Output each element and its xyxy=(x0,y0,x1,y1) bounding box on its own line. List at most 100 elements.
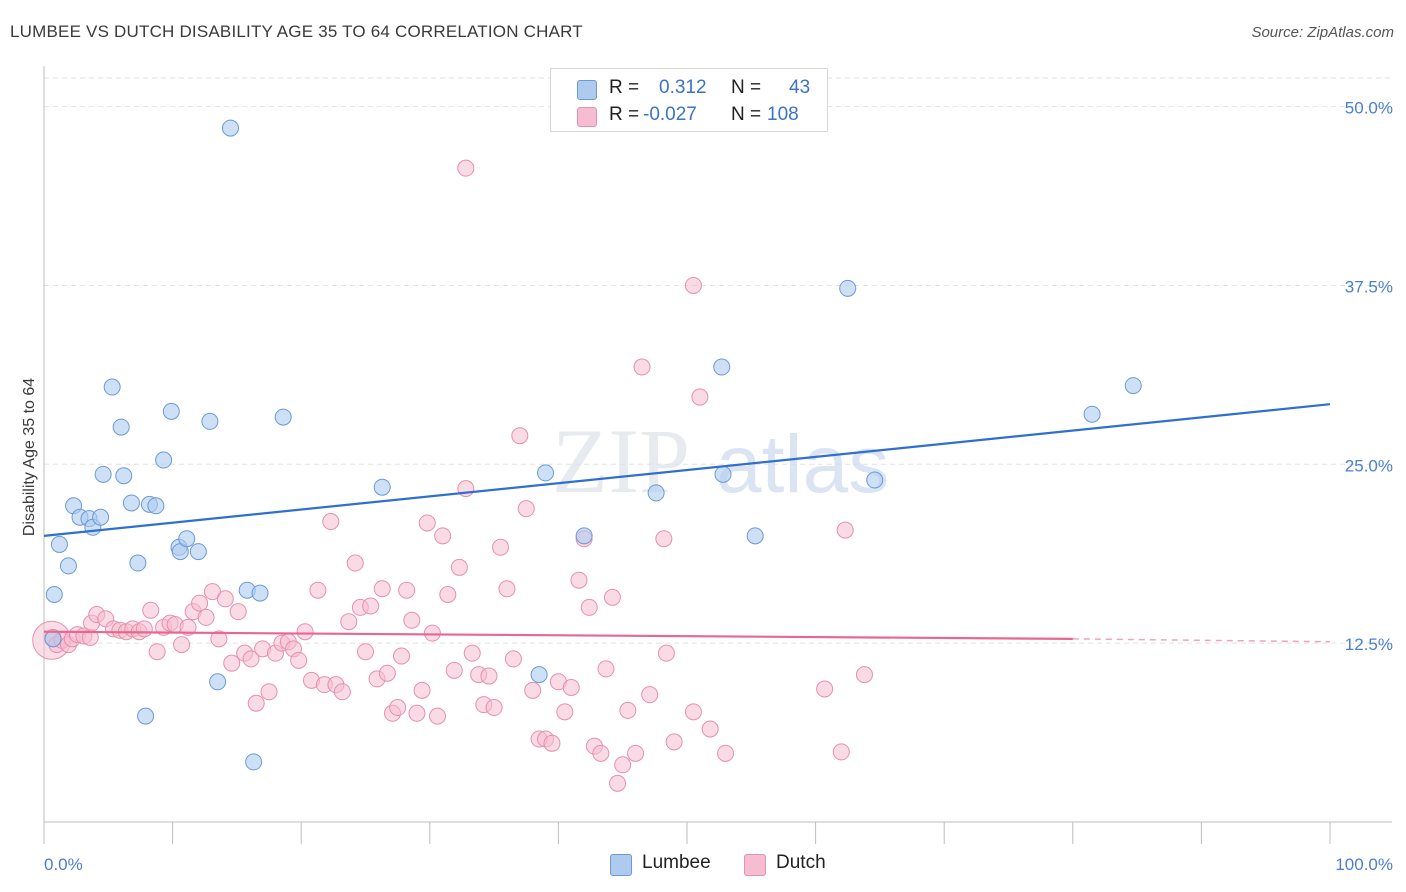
dutch-point xyxy=(210,630,228,648)
dutch-point xyxy=(492,538,510,556)
dutch-point xyxy=(633,358,651,376)
lumbee-point xyxy=(537,464,555,482)
dutch-point xyxy=(657,644,675,662)
lumbee-trend-line xyxy=(43,403,1331,537)
y-tick-label: 25.0% xyxy=(1345,456,1393,475)
lumbee-point xyxy=(209,673,227,691)
tick-labels: 12.5% 25.0% 37.5% 50.0% 0.0% 100.0% xyxy=(44,99,1393,874)
dutch-point xyxy=(485,699,503,717)
dutch-point xyxy=(816,680,834,698)
lumbee-point xyxy=(92,508,110,526)
dutch-point xyxy=(836,521,854,539)
legend-lumbee-r: 0.312 xyxy=(659,77,707,98)
dutch-point xyxy=(655,530,673,548)
dutch-point xyxy=(504,650,522,668)
dutch-point xyxy=(445,661,463,679)
dutch-point xyxy=(480,667,498,685)
legend-n-label: N = xyxy=(731,104,762,125)
lumbee-point xyxy=(112,418,130,436)
lumbee-point xyxy=(103,378,121,396)
lumbee-point xyxy=(245,753,263,771)
dutch-point xyxy=(580,598,598,616)
dutch-point xyxy=(457,159,475,177)
lumbee-point xyxy=(647,484,665,502)
lumbee-point xyxy=(866,471,884,489)
dutch-point xyxy=(684,703,702,721)
dutch-point xyxy=(439,586,457,604)
lumbee-point xyxy=(155,451,173,469)
dutch-point xyxy=(340,613,358,631)
chart-title: LUMBEE VS DUTCH DISABILITY AGE 35 TO 64 … xyxy=(10,22,583,41)
lumbee-points xyxy=(44,119,1142,771)
dutch-point xyxy=(373,580,391,598)
dutch-point xyxy=(691,388,709,406)
lumbee-point xyxy=(530,666,548,684)
dutch-point xyxy=(614,756,632,774)
dutch-point xyxy=(498,580,516,598)
dutch-point xyxy=(641,686,659,704)
dutch-point xyxy=(543,734,561,752)
dutch-point xyxy=(562,679,580,697)
dutch-legend-swatch xyxy=(744,854,766,876)
lumbee-point xyxy=(714,465,732,483)
dutch-point xyxy=(408,704,426,722)
dutch-point xyxy=(423,624,441,642)
dutch-trend-extension xyxy=(1072,638,1331,643)
lumbee-point xyxy=(189,543,207,561)
dutch-point xyxy=(524,681,542,699)
lumbee-swatch xyxy=(577,80,597,100)
legend-lumbee-n: 43 xyxy=(789,77,811,98)
legend-r-label: R = xyxy=(609,104,640,125)
dutch-point xyxy=(413,681,431,699)
dutch-point xyxy=(832,743,850,761)
source-credit: Source: ZipAtlas.com xyxy=(1251,24,1394,41)
dutch-point xyxy=(393,647,411,665)
dutch-point xyxy=(247,694,265,712)
dutch-point xyxy=(229,603,247,621)
dutch-point xyxy=(627,744,645,762)
lumbee-point xyxy=(44,630,62,648)
x-tick-label-max: 100.0% xyxy=(1335,855,1393,874)
lumbee-point xyxy=(94,465,112,483)
y-axis-label: Disability Age 35 to 64 xyxy=(21,378,38,536)
lumbee-point xyxy=(746,527,764,545)
lumbee-point xyxy=(373,478,391,496)
dutch-point xyxy=(684,276,702,294)
legend-n-label: N = xyxy=(731,77,762,98)
dutch-trend-line xyxy=(43,630,1073,640)
dutch-point xyxy=(203,583,221,601)
lumbee-point xyxy=(50,535,68,553)
dutch-point xyxy=(142,601,160,619)
dutch-point xyxy=(619,701,637,719)
legend-dutch-r: -0.027 xyxy=(643,104,697,125)
dutch-point xyxy=(191,594,209,612)
y-tick-label: 12.5% xyxy=(1345,635,1393,654)
watermark: ZIP atlas xyxy=(552,410,889,512)
dutch-point xyxy=(592,744,610,762)
dutch-point xyxy=(290,651,308,669)
dutch-point xyxy=(609,774,627,792)
dutch-point xyxy=(242,650,260,668)
lumbee-point xyxy=(1124,377,1142,395)
dutch-point xyxy=(665,733,683,751)
legend-dutch-n: 108 xyxy=(767,104,799,125)
dutch-point xyxy=(463,644,481,662)
dutch-point xyxy=(179,618,197,636)
dutch-point xyxy=(511,427,529,445)
lumbee-point xyxy=(45,586,63,604)
dutch-point xyxy=(309,581,327,599)
dutch-point xyxy=(429,707,447,725)
lumbee-point xyxy=(713,358,731,376)
dutch-point xyxy=(434,527,452,545)
y-tick-label: 50.0% xyxy=(1345,99,1393,118)
lumbee-point xyxy=(839,279,857,297)
dutch-point xyxy=(389,699,407,717)
dutch-point xyxy=(322,513,340,531)
dutch-point xyxy=(701,720,719,738)
dutch-point xyxy=(216,590,234,608)
lumbee-point xyxy=(59,557,77,575)
lumbee-point xyxy=(575,527,593,545)
dutch-point xyxy=(333,683,351,701)
lumbee-point xyxy=(251,584,269,602)
